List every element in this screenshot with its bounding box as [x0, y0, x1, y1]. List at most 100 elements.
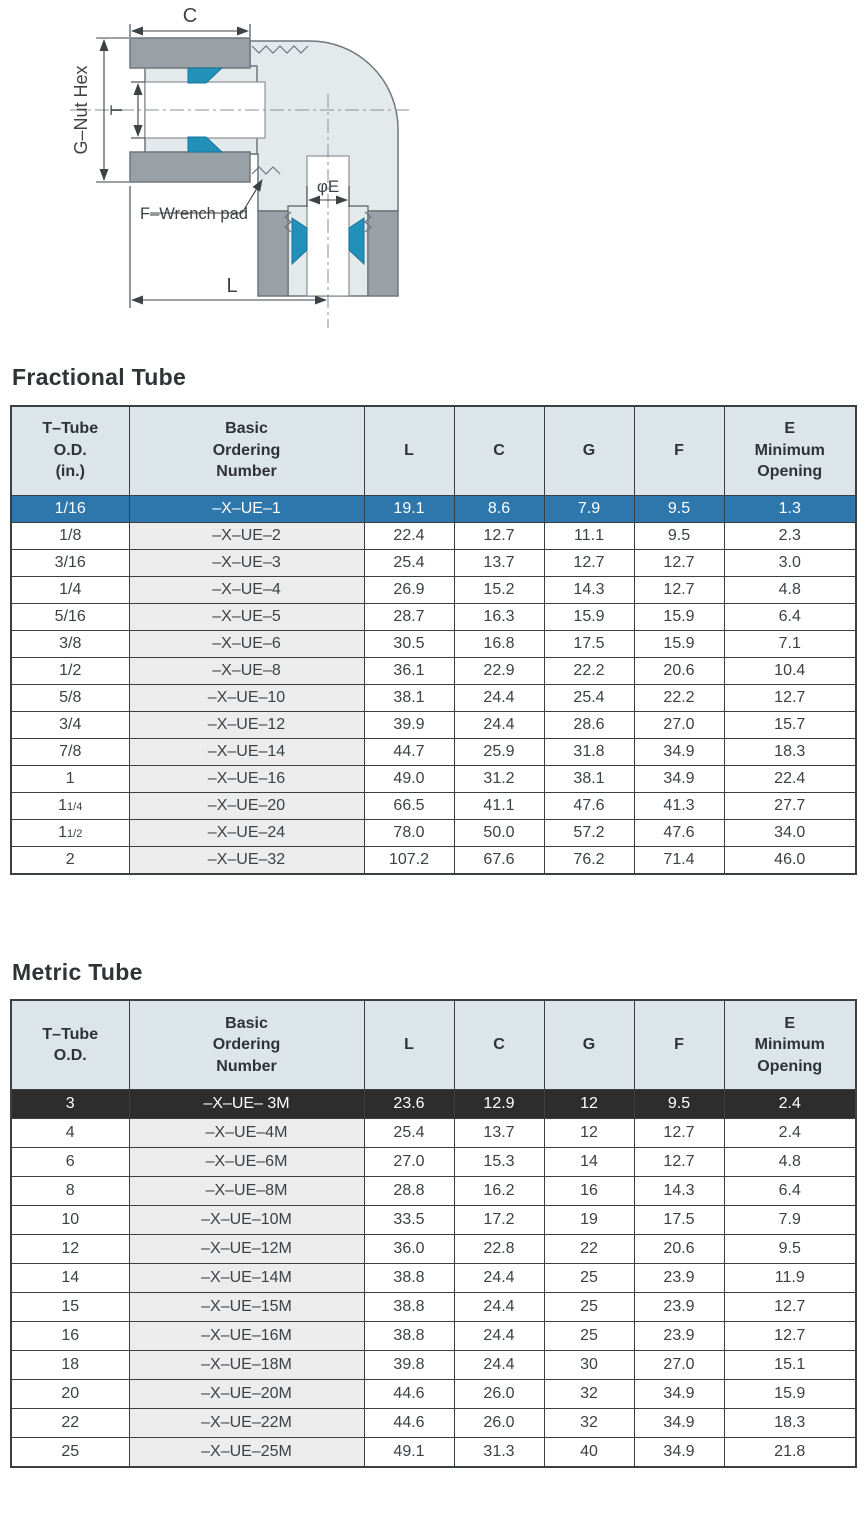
cell-l: 38.1: [363, 683, 455, 712]
cell-tube-od: 7/8: [10, 737, 130, 766]
cell-f: 34.9: [633, 737, 725, 766]
cell-tube-od: 16: [10, 1321, 130, 1352]
cell-c: 16.3: [453, 602, 545, 631]
cell-ordering-number: –X–UE–32: [128, 845, 365, 875]
cell-c: 22.8: [453, 1234, 545, 1265]
cell-g: 57.2: [543, 818, 635, 847]
table-row: 15 –X–UE–15M 38.8 24.4 25 23.9 12.7: [10, 1292, 857, 1323]
cell-c: 15.2: [453, 575, 545, 604]
cell-e-min-opening: 12.7: [723, 683, 857, 712]
table-row: 3/16 –X–UE–3 25.4 13.7 12.7 12.7 3.0: [10, 548, 857, 577]
cell-g: 25: [543, 1292, 635, 1323]
cell-g: 11.1: [543, 521, 635, 550]
table-row: 12 –X–UE–12M 36.0 22.8 22 20.6 9.5: [10, 1234, 857, 1265]
header-row: T–Tube O.D. Basic Ordering Number L C G F E Mi…: [10, 999, 857, 1091]
cell-tube-od: 12: [10, 1234, 130, 1265]
cell-f: 12.7: [633, 1118, 725, 1149]
table-row: 11/4 –X–UE–20 66.5 41.1 47.6 41.3 27.7: [10, 791, 857, 820]
cell-tube-od: 20: [10, 1379, 130, 1410]
cell-f: 71.4: [633, 845, 725, 875]
cell-f: 22.2: [633, 683, 725, 712]
cell-g: 12: [543, 1089, 635, 1120]
table-row: 4 –X–UE–4M 25.4 13.7 12 12.7 2.4: [10, 1118, 857, 1149]
table-row: 22 –X–UE–22M 44.6 26.0 32 34.9 18.3: [10, 1408, 857, 1439]
cell-g: 22.2: [543, 656, 635, 685]
cell-c: 67.6: [453, 845, 545, 875]
column-header: L: [363, 999, 455, 1091]
cell-l: 49.1: [363, 1437, 455, 1468]
cell-c: 24.4: [453, 1350, 545, 1381]
left-nut-bottom: [129, 151, 251, 183]
cell-f: 12.7: [633, 575, 725, 604]
header-row: T–Tube O.D. (in.) Basic Ordering Number L C…: [10, 405, 857, 496]
cell-c: 16.2: [453, 1176, 545, 1207]
cell-ordering-number: –X–UE–24: [128, 818, 365, 847]
table-row: 1 –X–UE–16 49.0 31.2 38.1 34.9 22.4: [10, 764, 857, 793]
cell-tube-od: 14: [10, 1263, 130, 1294]
cell-f: 9.5: [633, 494, 725, 523]
fractional-table: T–Tube O.D. (in.) Basic Ordering Number L C…: [10, 404, 857, 875]
cell-c: 17.2: [453, 1205, 545, 1236]
cell-l: 39.8: [363, 1350, 455, 1381]
cell-l: 39.9: [363, 710, 455, 739]
table-row: 6 –X–UE–6M 27.0 15.3 14 12.7 4.8: [10, 1147, 857, 1178]
table-row: 8 –X–UE–8M 28.8 16.2 16 14.3 6.4: [10, 1176, 857, 1207]
cell-tube-od: 11/2: [10, 818, 130, 847]
dim-t-label: T: [107, 105, 126, 115]
cell-e-min-opening: 22.4: [723, 764, 857, 793]
cell-c: 15.3: [453, 1147, 545, 1178]
fractional-title: Fractional Tube: [12, 364, 187, 390]
cell-e-min-opening: 7.9: [723, 1205, 857, 1236]
cell-l: 38.8: [363, 1292, 455, 1323]
cell-g: 22: [543, 1234, 635, 1265]
cell-g: 14.3: [543, 575, 635, 604]
cell-ordering-number: –X–UE–12: [128, 710, 365, 739]
cell-f: 20.6: [633, 656, 725, 685]
cell-tube-od: 1/16: [10, 494, 130, 523]
cell-ordering-number: –X–UE–22M: [128, 1408, 365, 1439]
column-header: T–Tube O.D.: [10, 999, 130, 1091]
table-row: 16 –X–UE–16M 38.8 24.4 25 23.9 12.7: [10, 1321, 857, 1352]
column-header: C: [453, 405, 545, 496]
column-header: Basic Ordering Number: [128, 999, 365, 1091]
cell-c: 8.6: [453, 494, 545, 523]
cell-tube-od: 3/4: [10, 710, 130, 739]
table-row: 5/16 –X–UE–5 28.7 16.3 15.9 15.9 6.4: [10, 602, 857, 631]
cell-tube-od: 1/4: [10, 575, 130, 604]
cell-g: 7.9: [543, 494, 635, 523]
cell-l: 19.1: [363, 494, 455, 523]
cell-g: 25: [543, 1263, 635, 1294]
dim-c-label: C: [183, 6, 197, 27]
cell-tube-od: 6: [10, 1147, 130, 1178]
elbow-fitting-diagram: C G–Nut Hex T F–Wrench pad φE L: [70, 5, 410, 328]
cell-c: 26.0: [453, 1379, 545, 1410]
cell-tube-od: 2: [10, 845, 130, 875]
cell-f: 27.0: [633, 710, 725, 739]
cell-f: 23.9: [633, 1263, 725, 1294]
cell-ordering-number: –X–UE–12M: [128, 1234, 365, 1265]
ferrule-left-top: [187, 67, 224, 84]
column-header: G: [543, 405, 635, 496]
cell-l: 49.0: [363, 764, 455, 793]
cell-l: 33.5: [363, 1205, 455, 1236]
cell-f: 47.6: [633, 818, 725, 847]
left-nut-top: [129, 37, 251, 69]
column-header: F: [633, 405, 725, 496]
cell-l: 30.5: [363, 629, 455, 658]
wrench-pad-label: F–Wrench pad: [140, 205, 248, 223]
table-row: 18 –X–UE–18M 39.8 24.4 30 27.0 15.1: [10, 1350, 857, 1381]
cell-g: 32: [543, 1408, 635, 1439]
thread-top: [251, 45, 309, 54]
cell-c: 26.0: [453, 1408, 545, 1439]
cell-l: 28.7: [363, 602, 455, 631]
cell-c: 16.8: [453, 629, 545, 658]
cell-f: 14.3: [633, 1176, 725, 1207]
cell-e-min-opening: 1.3: [723, 494, 857, 523]
fitting-body: [249, 40, 399, 212]
metric-section: Metric Tube T–Tube O.D. Basic Ordering Nu…: [10, 958, 857, 1469]
cell-g: 47.6: [543, 791, 635, 820]
cell-l: 44.6: [363, 1379, 455, 1410]
cell-g: 25.4: [543, 683, 635, 712]
metric-title: Metric Tube: [12, 958, 143, 985]
cell-e-min-opening: 9.5: [723, 1234, 857, 1265]
